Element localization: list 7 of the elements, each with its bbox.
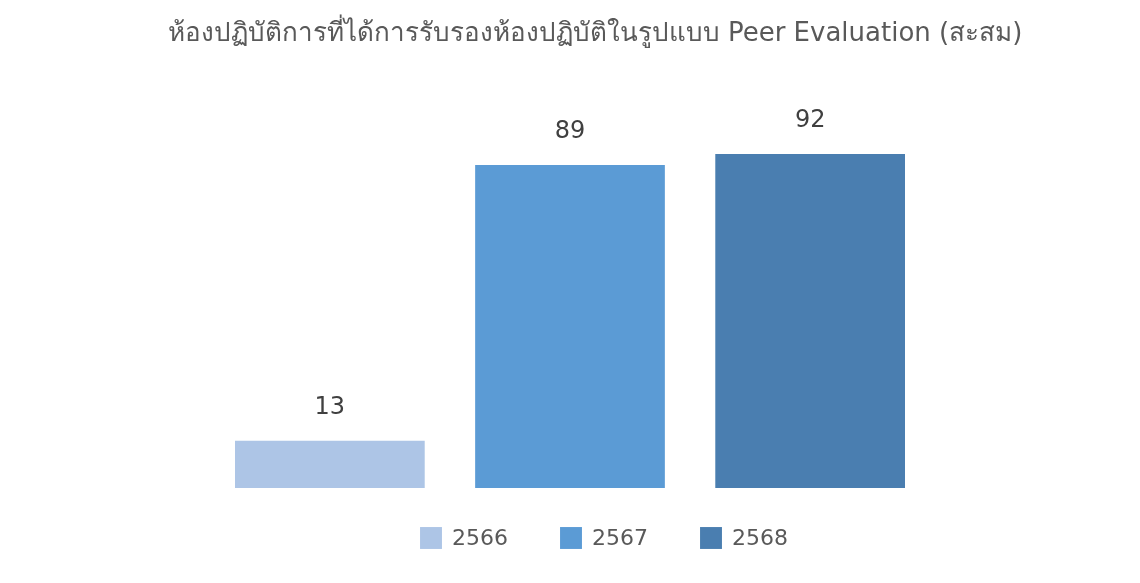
legend-label: 2568 (732, 525, 788, 550)
data-label: 92 (794, 105, 826, 134)
chart-title: ห้องปฏิบัติการที่ได้การรับรองห้องปฏิบัติในรูปแบบ Peer Evaluation (สะสม) (167, 14, 1023, 49)
data-label: 13 (314, 391, 346, 420)
legend-label: 2567 (592, 525, 648, 550)
data-label: 89 (554, 115, 586, 144)
legend-label: 2566 (452, 525, 508, 550)
